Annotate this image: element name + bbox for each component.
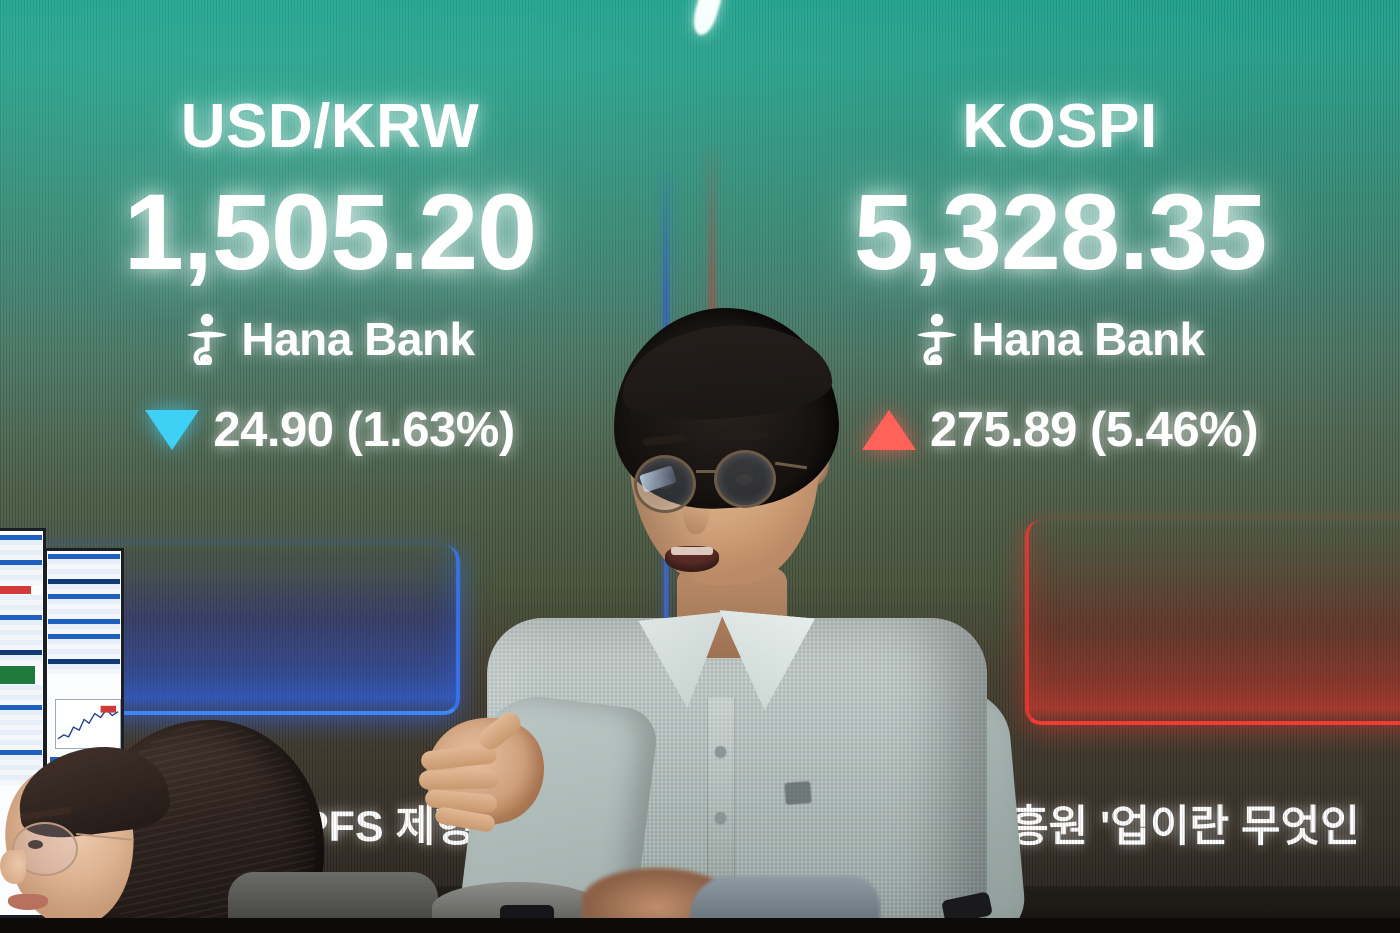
man-finger <box>418 769 500 790</box>
eyeglasses-lens-left-icon <box>634 455 696 513</box>
hana-bank-figure-icon <box>917 313 958 365</box>
woman-lips <box>8 894 48 910</box>
quote-price-usdkrw: 1,505.20 <box>123 171 537 292</box>
hana-bank-figure-icon <box>187 313 228 365</box>
triangle-down-icon <box>145 410 200 450</box>
brand-lockup-usdkrw: Hana Bank <box>60 312 600 366</box>
quote-block-usdkrw: USD/KRW 1,505.20 Hana Bank 24.90 (1.63%) <box>60 96 600 458</box>
change-text-usdkrw: 24.90 (1.63%) <box>213 403 515 457</box>
foreground-dark-strip <box>0 918 1400 933</box>
man-shirt-button <box>715 746 726 757</box>
eyeglasses-lens-right-icon <box>714 450 776 508</box>
man-teeth <box>671 547 713 555</box>
man-shirt-pocket-logo <box>784 781 812 805</box>
eyeglasses-bridge <box>696 470 716 473</box>
change-row-usdkrw: 24.90 (1.63%) <box>60 402 600 458</box>
woman-trader <box>0 718 348 933</box>
quote-symbol-usdkrw: USD/KRW <box>180 92 480 161</box>
man-shirt-button <box>715 812 726 823</box>
change-text-kospi: 275.89 (5.46%) <box>929 403 1259 457</box>
brand-lockup-kospi: Hana Bank <box>790 312 1330 366</box>
quote-symbol-kospi: KOSPI <box>962 92 1158 161</box>
monitor-2-price-chart <box>55 699 121 749</box>
quote-block-kospi: KOSPI 5,328.35 Hana Bank 275.89 (5.46%) <box>790 96 1330 458</box>
woman-nose <box>0 850 26 884</box>
triangle-up-icon <box>861 410 916 450</box>
brand-name-kospi: Hana Bank <box>971 313 1205 365</box>
man-speaker <box>412 300 1075 933</box>
change-row-kospi: 275.89 (5.46%) <box>790 402 1330 458</box>
man-nose <box>683 486 709 534</box>
woman-eyeglasses-icon <box>12 822 78 876</box>
quote-price-kospi: 5,328.35 <box>853 171 1267 292</box>
brand-name-usdkrw: Hana Bank <box>241 313 475 365</box>
